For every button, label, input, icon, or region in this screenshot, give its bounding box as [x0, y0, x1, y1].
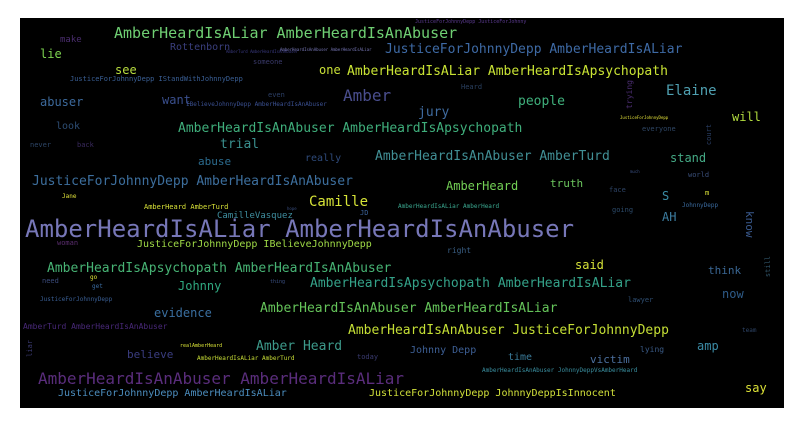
word: believe [127, 348, 174, 361]
word: truth [550, 177, 584, 190]
word: JusticeForJohnnyDepp AmberHeardIsAnAbuse… [32, 174, 353, 189]
word: court [705, 124, 713, 146]
word: AmberHeardIsALiar AmberHeardIsAnAbuser [114, 24, 458, 42]
word: jury [418, 105, 450, 120]
word: say [745, 381, 767, 395]
word: JusticeForJohnnyDepp JohnnyDeppIsInnocen… [369, 388, 616, 399]
word: Heard [461, 83, 483, 91]
word: AmberHeardIsAnAbuser JusticeForJohnnyDep… [348, 323, 669, 338]
word: right [447, 246, 472, 255]
word: AmberHeardIsAnAbuser AmberHeardIsALiar [38, 369, 405, 388]
word: know [743, 211, 756, 238]
word: JusticeForJohnnyDepp IBelieveJohnnyDepp [137, 239, 372, 250]
word: said [575, 258, 604, 272]
word: really [305, 153, 342, 164]
word: Camille [309, 194, 369, 210]
word: lying [640, 345, 665, 354]
word: AmberHeardIsALiar AmberHeard [398, 203, 500, 210]
word: IBelieveJohnnyDepp AmberHeardIsAnAbuser [186, 101, 327, 108]
word: still [764, 256, 772, 278]
word: back [77, 141, 94, 149]
word: JusticeForJohnnyDepp IStandWithJohnnyDep… [70, 75, 243, 83]
word: much [630, 169, 640, 174]
word: everyone [642, 125, 676, 133]
word: AmberHeardIsAnAbuser AmberHeardIsALiar [280, 47, 372, 52]
word: m [705, 189, 710, 197]
word: AmberHeard AmberTurd [144, 203, 229, 211]
word: AmberHeardIsAnAbuser AmberTurd [375, 149, 610, 164]
word: look [56, 121, 81, 132]
word: woman [57, 239, 79, 247]
word: amp [697, 339, 719, 353]
word: JohnnyDepp [682, 202, 719, 209]
word: make [60, 35, 82, 45]
word: people [518, 94, 565, 109]
word: JusticeForJohnnyDepp [40, 296, 113, 303]
word: will [732, 110, 761, 124]
word: AmberHeardIsAnAbuser AmberHeardIsALiar [260, 301, 558, 316]
word: trial [220, 137, 260, 152]
word: Jane [62, 193, 77, 200]
word: S [662, 189, 670, 203]
word: going [612, 206, 634, 214]
word: AmberHeardIsALiar AmberHeardIsAnAbuser [25, 215, 575, 243]
word: Rottenborn [170, 42, 231, 53]
word: team [742, 327, 757, 334]
word: JusticeForJohnnyDepp [620, 115, 669, 120]
word: AmberHeardIsApsychopath AmberHeardIsALia… [310, 276, 631, 291]
word: AmberHeardIsALiar AmberHeardIsApsychopat… [347, 64, 668, 79]
word: go [90, 274, 98, 281]
word: need [42, 277, 59, 285]
word: AmberTurd AmberHeardIsAnAbuser [226, 49, 299, 54]
word: AmberHeardIsAnAbuser AmberHeardIsApsycho… [178, 121, 523, 136]
word: see [115, 63, 137, 77]
word: JusticeForJohnnyDepp AmberHeardIsALiar [385, 42, 683, 57]
word: JD [360, 209, 369, 217]
word: AmberHeardIsALiar AmberTurd [197, 355, 295, 362]
word: get [92, 283, 103, 290]
word: Amber [343, 86, 392, 105]
word: trying [625, 80, 634, 109]
word: abuse [198, 155, 232, 168]
word: think [708, 264, 742, 277]
word: liar [26, 340, 34, 357]
word: Amber Heard [256, 339, 343, 354]
word: evidence [154, 306, 212, 320]
word: realAmberHeard [180, 343, 223, 349]
word: never [30, 141, 52, 149]
word: now [722, 287, 744, 301]
word: AmberHeard [446, 179, 519, 193]
word: victim [590, 353, 630, 366]
word: abuser [40, 95, 84, 109]
word: even [268, 91, 285, 99]
word: Johnny [178, 279, 222, 293]
word: Elaine [666, 83, 717, 99]
word: face [609, 186, 626, 194]
word: one [319, 63, 341, 77]
word: lawyer [628, 296, 654, 304]
word: Johnny Depp [410, 345, 477, 356]
word: JusticeForJohnnyDepp AmberHeardIsALiar [58, 388, 287, 399]
word: JusticeForJohnnyDepp JusticeForJohnny [415, 19, 527, 25]
word-cloud: AmberHeardIsALiar AmberHeardIsAnAbuser A… [20, 18, 784, 408]
word: AmberTurd AmberHeardIsAnAbuser [23, 322, 168, 331]
word: AmberHeardIsAnAbuser JohnnyDeppVsAmberHe… [482, 367, 638, 374]
word: thing [270, 279, 286, 285]
word: CamilleVasquez [217, 211, 293, 221]
word: hope [287, 206, 297, 211]
word: today [357, 353, 379, 361]
word: AmberHeardIsApsychopath AmberHeardIsAnAb… [47, 261, 392, 276]
word: time [508, 352, 533, 363]
word: want [162, 93, 191, 107]
word: lie [40, 47, 62, 61]
word: someone [253, 58, 283, 66]
word: AH [662, 210, 677, 224]
word: world [688, 171, 710, 179]
word: stand [670, 151, 707, 165]
